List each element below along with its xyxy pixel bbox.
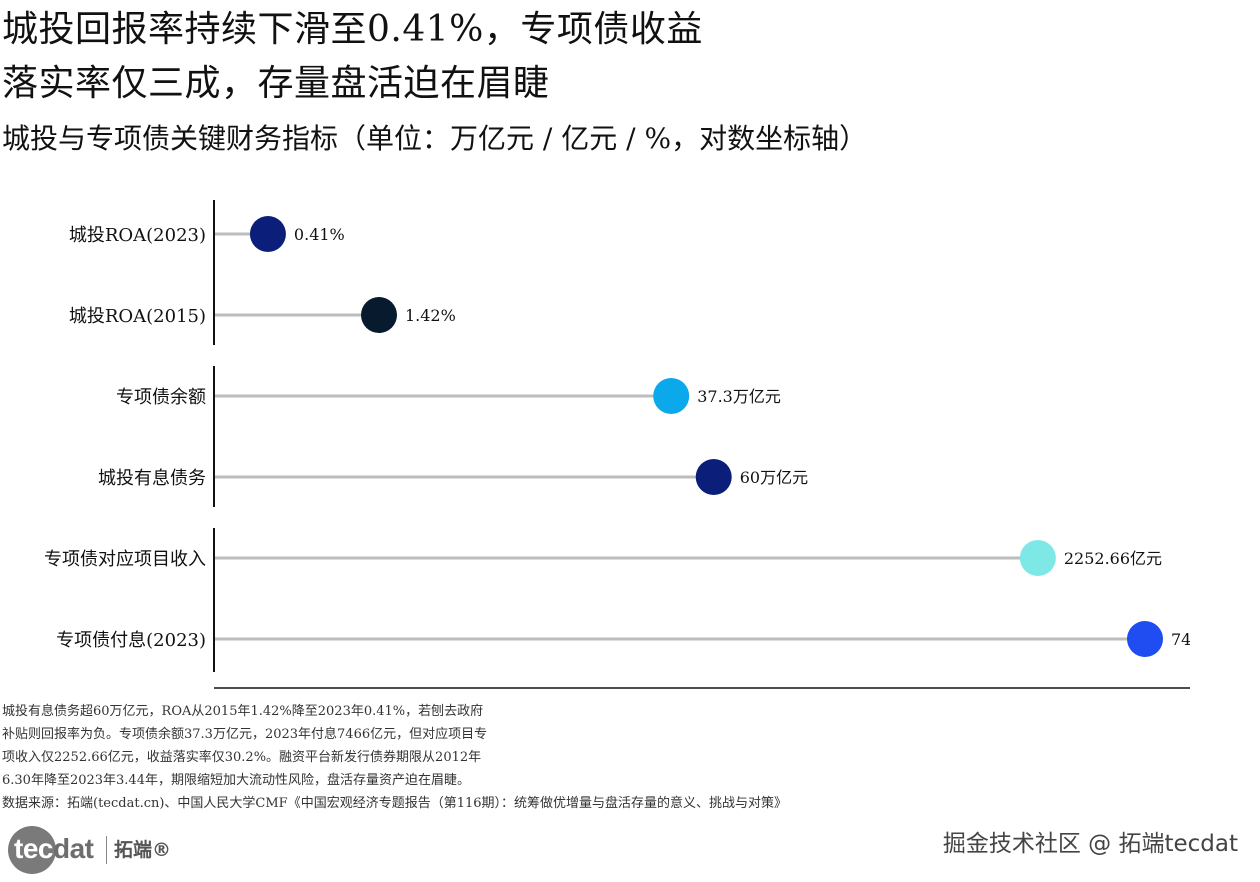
value-label: 2252.66亿元 — [1064, 549, 1162, 568]
category-label: 专项债对应项目收入 — [44, 549, 206, 570]
lollipop-chart: 0.41% 1.42% 37.3万亿元 60万亿元 2252.66亿元 7466 城投RO… — [44, 200, 1212, 689]
value-label: 37.3万亿元 — [697, 387, 781, 406]
lollipop-dot — [1127, 621, 1163, 657]
lollipop-dot — [695, 459, 732, 495]
tecdat-logo: tecdat 拓端® — [8, 826, 178, 874]
value-label: 1.42% — [405, 306, 456, 325]
lollipop-dot — [249, 216, 286, 252]
logo-chinese-name: 拓端® — [114, 839, 172, 861]
category-label: 城投有息债务 — [98, 468, 206, 489]
category-label: 城投ROA(2015) — [69, 306, 206, 327]
watermark: 掘金技术社区 @ 拓端tecdat — [942, 831, 1238, 857]
lollipop-dot — [360, 297, 397, 333]
category-label: 专项债付息(2023) — [56, 630, 206, 651]
note-line: 6.30年降至2023年3.44年，期限缩短加大流动性风险，盘活存量资产迫在眉睫… — [2, 773, 470, 788]
logo-badge — [8, 826, 56, 874]
value-label: 0.41% — [294, 225, 345, 244]
chart-notes: 城投有息债务超60万亿元，ROA从2015年1.42%降至2023年0.41%，… — [2, 700, 982, 815]
note-line: 项收入仅2252.66亿元，收益落实率仅30.2%。融资平台新发行债券期限从20… — [2, 750, 482, 765]
note-line: 城投有息债务超60万亿元，ROA从2015年1.42%降至2023年0.41%，… — [2, 704, 484, 719]
lollipop-dot — [1019, 540, 1056, 576]
value-label: 7466 — [1171, 630, 1212, 649]
note-line: 补贴则回报率为负。专项债余额37.3万亿元，2023年付息7466亿元，但对应项… — [2, 727, 488, 742]
logo-divider — [106, 836, 107, 864]
data-source-note: 数据来源：拓端(tecdat.cn)、中国人民大学CMF《中国宏观经济专题报告（… — [2, 796, 788, 811]
category-label: 城投ROA(2023) — [69, 225, 206, 246]
value-label: 60万亿元 — [740, 468, 808, 487]
chart-title-line-2: 落实率仅三成，存量盘活迫在眉睫 — [2, 63, 550, 104]
category-label: 专项债余额 — [116, 387, 206, 408]
chart-subtitle: 城投与专项债关键财务指标（单位：万亿元 / 亿元 / %，对数坐标轴） — [2, 122, 868, 155]
logo-wordmark: tecdat — [14, 833, 94, 864]
chart-title-line-1: 城投回报率持续下滑至0.41%，专项债收益 — [2, 9, 703, 50]
lollipop-dot — [653, 378, 690, 414]
